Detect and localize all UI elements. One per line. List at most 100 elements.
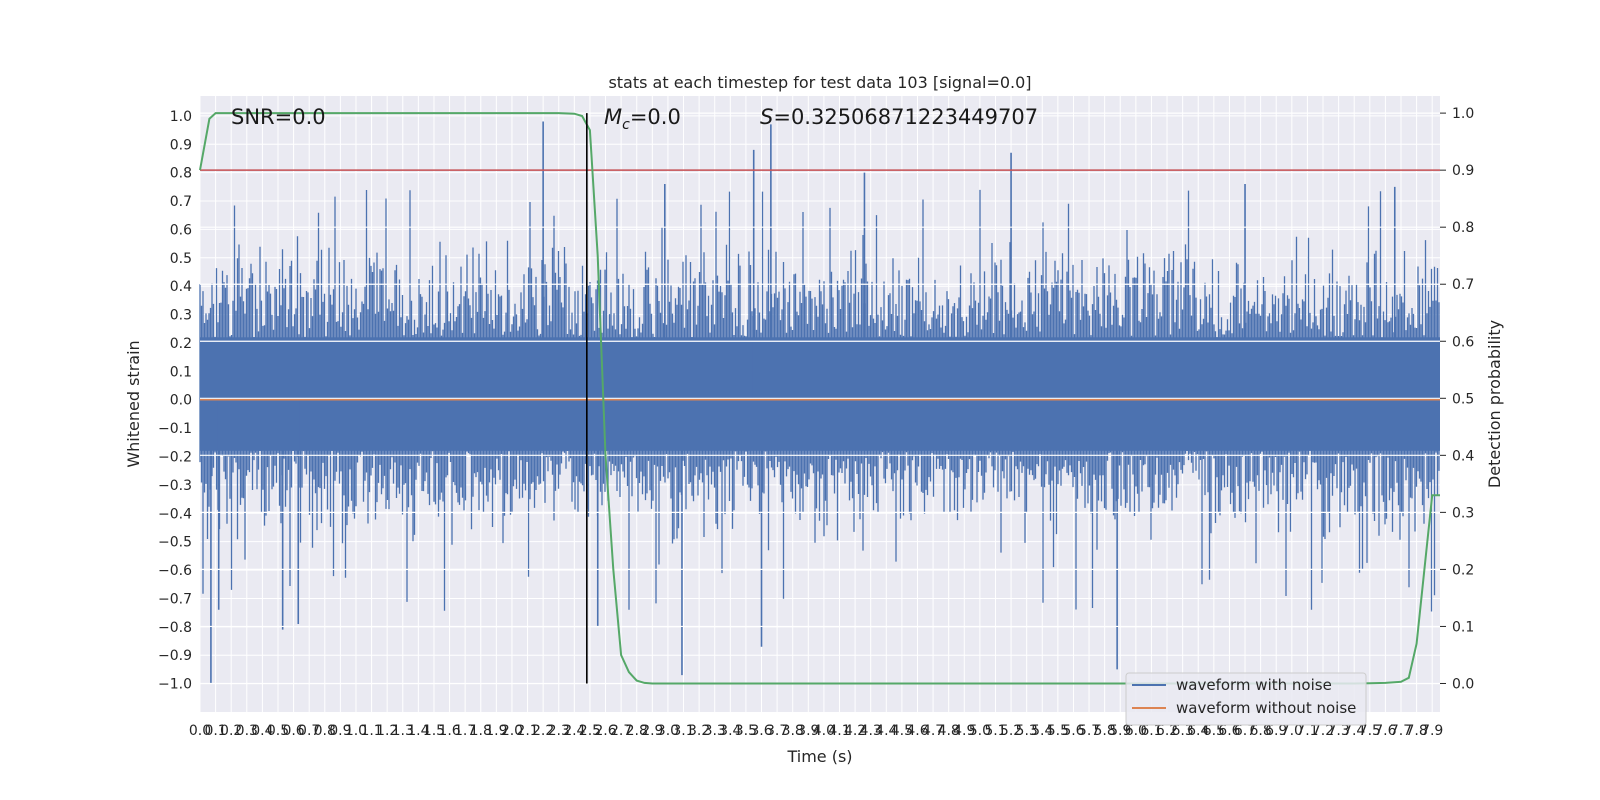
x-tick-label: 5.7 (1078, 723, 1100, 739)
x-tick-label: 6.0 (1125, 723, 1147, 739)
x-tick-label: 0.9 (329, 723, 351, 739)
x-tick-label: 2.4 (563, 723, 585, 739)
x-tick-label: 6.8 (1249, 723, 1271, 739)
y-tick-label-left: −0.3 (158, 478, 192, 494)
y-tick-label-left: −0.8 (158, 620, 192, 636)
x-tick-label: 3.3 (704, 723, 726, 739)
x-tick-label: 0.1 (204, 723, 226, 739)
x-tick-label: 1.2 (376, 723, 398, 739)
x-tick-label: 7.2 (1312, 723, 1334, 739)
legend: waveform with noise waveform without noi… (1125, 672, 1367, 726)
y-tick-label-right: 0.9 (1452, 163, 1474, 179)
x-tick-label: 1.8 (470, 723, 492, 739)
x-tick-label: 1.9 (485, 723, 507, 739)
mc-value: =0.0 (630, 105, 681, 129)
x-tick-label: 2.6 (594, 723, 616, 739)
y-tick-label-right: 0.2 (1452, 562, 1474, 578)
x-tick-label: 4.3 (860, 723, 882, 739)
series-layer (199, 112, 1440, 685)
x-tick-label: 1.6 (438, 723, 460, 739)
mc-symbol: M (604, 105, 622, 129)
x-tick-label: 6.3 (1172, 723, 1194, 739)
s-value: =0.32506871223449707 (773, 105, 1038, 129)
chirp-mass-annotation: Mc=0.0 (604, 105, 681, 133)
y-tick-label-left: −0.6 (158, 563, 192, 579)
x-tick-label: 7.8 (1405, 723, 1427, 739)
x-tick-label: 7.5 (1359, 723, 1381, 739)
x-tick-label: 3.6 (750, 723, 772, 739)
x-tick-label: 1.1 (360, 723, 382, 739)
x-tick-label: 5.3 (1016, 723, 1038, 739)
y-tick-label-right: 0.8 (1452, 220, 1474, 236)
y-tick-label-right: 1.0 (1452, 106, 1474, 122)
x-tick-label: 3.9 (797, 723, 819, 739)
x-tick-label: 7.4 (1343, 723, 1365, 739)
s-annotation: S=0.32506871223449707 (760, 105, 1038, 129)
x-tick-label: 0.4 (251, 723, 273, 739)
x-tick-label: 3.1 (672, 723, 694, 739)
x-tick-label: 6.7 (1234, 723, 1256, 739)
x-tick-label: 3.4 (719, 723, 741, 739)
x-tick-label: 4.5 (891, 723, 913, 739)
y-tick-label-left: 0.1 (170, 364, 192, 380)
y-tick-label-left: 0.9 (170, 137, 192, 153)
x-tick-label: 5.5 (1047, 723, 1069, 739)
y-tick-label-left: 0.8 (170, 166, 192, 182)
y-tick-label-right: 0.3 (1452, 505, 1474, 521)
x-tick-label: 4.0 (813, 723, 835, 739)
x-tick-label: 4.1 (828, 723, 850, 739)
y-tick-label-right: 0.4 (1452, 448, 1474, 464)
x-tick-label: 5.2 (1000, 723, 1022, 739)
x-tick-label: 2.8 (626, 723, 648, 739)
y-tick-label-left: 0.4 (170, 279, 192, 295)
y-tick-label-left: 0.0 (170, 393, 192, 409)
x-tick-label: 0.5 (267, 723, 289, 739)
x-tick-label: 0.7 (298, 723, 320, 739)
y-tick-label-left: 0.7 (170, 194, 192, 210)
y-tick-label-right: 0.5 (1452, 391, 1474, 407)
x-tick-label: 6.6 (1218, 723, 1240, 739)
x-tick-label: 3.7 (766, 723, 788, 739)
y-tick-label-left: −0.9 (158, 648, 192, 664)
x-tick-label: 3.5 (735, 723, 757, 739)
legend-box (1125, 672, 1367, 726)
x-tick-label: 5.6 (1062, 723, 1084, 739)
x-tick-label: 1.3 (392, 723, 414, 739)
x-tick-label: 2.1 (516, 723, 538, 739)
y-tick-label-left: −0.1 (158, 421, 192, 437)
y-tick-label-left: 0.3 (170, 308, 192, 324)
y-tick-label-right: 0.7 (1452, 277, 1474, 293)
x-tick-label: 1.5 (423, 723, 445, 739)
y-axis-label-left: Whitened strain (124, 340, 143, 467)
y-tick-label-left: −0.5 (158, 535, 192, 551)
x-tick-label: 6.1 (1140, 723, 1162, 739)
x-tick-label: 3.2 (688, 723, 710, 739)
x-tick-label: 4.7 (922, 723, 944, 739)
x-tick-label: 2.5 (579, 723, 601, 739)
x-tick-label: 2.2 (532, 723, 554, 739)
x-tick-label: 7.0 (1281, 723, 1303, 739)
x-tick-label: 6.5 (1203, 723, 1225, 739)
x-tick-label: 5.8 (1094, 723, 1116, 739)
x-tick-label: 0.3 (236, 723, 258, 739)
y-tick-label-left: −0.7 (158, 591, 192, 607)
y-tick-label-left: −0.4 (158, 506, 192, 522)
detection-probability-line (199, 112, 1440, 685)
x-tick-label: 1.7 (454, 723, 476, 739)
y-tick-label-left: 0.2 (170, 336, 192, 352)
x-tick-label: 5.4 (1031, 723, 1053, 739)
x-tick-label: 4.2 (844, 723, 866, 739)
y-tick-label-left: 0.6 (170, 222, 192, 238)
x-tick-label: 4.8 (938, 723, 960, 739)
x-tick-label: 0.8 (314, 723, 336, 739)
x-tick-label: 7.6 (1374, 723, 1396, 739)
s-symbol: S (760, 105, 773, 129)
x-tick-label: 5.1 (984, 723, 1006, 739)
series-waveform-with-noise (199, 121, 1440, 684)
legend-label-waveform-with-noise: waveform with noise (1176, 676, 1332, 694)
x-tick-label: 4.4 (875, 723, 897, 739)
y-tick-label-left: −0.2 (158, 450, 192, 466)
x-tick-label: 3.8 (782, 723, 804, 739)
y-tick-label-left: 1.0 (170, 109, 192, 125)
chart-title: stats at each timestep for test data 103… (608, 73, 1031, 92)
